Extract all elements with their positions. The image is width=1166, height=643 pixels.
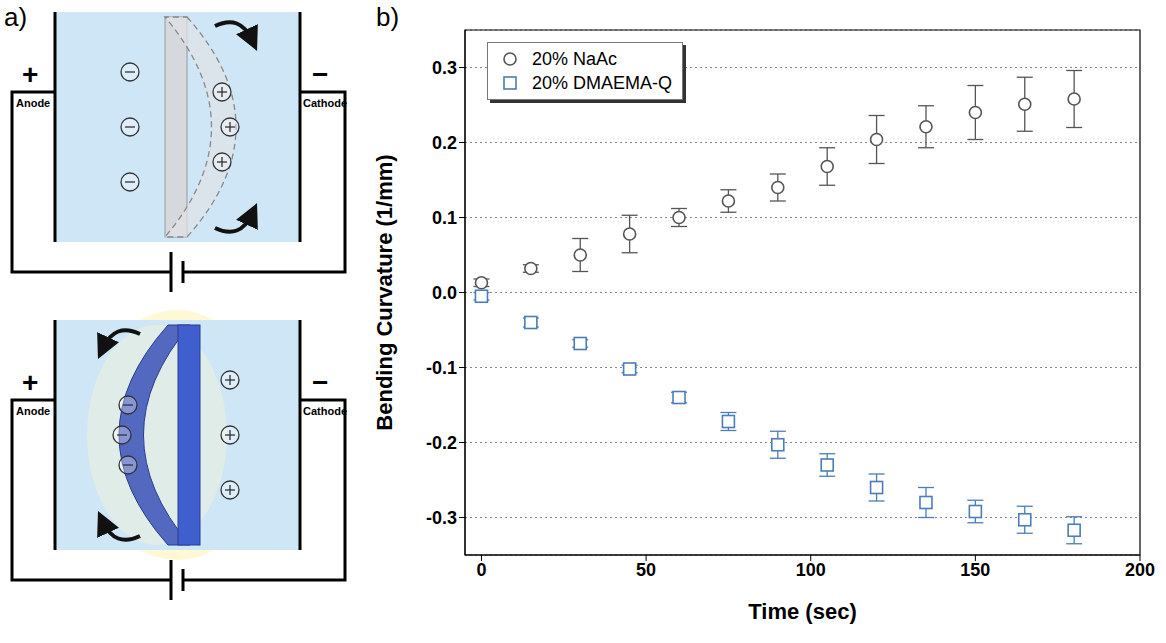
svg-text:150: 150: [960, 560, 990, 580]
svg-text:0.1: 0.1: [432, 208, 457, 228]
svg-text:−: −: [312, 59, 328, 90]
svg-text:200: 200: [1125, 560, 1155, 580]
svg-text:Cathode: Cathode: [303, 97, 347, 109]
svg-text:100: 100: [796, 560, 826, 580]
svg-text:+: +: [22, 367, 38, 398]
svg-text:−: −: [312, 367, 328, 398]
svg-text:0.2: 0.2: [432, 133, 457, 153]
svg-text:0.3: 0.3: [432, 58, 457, 78]
html-text:20% NaAc: 20% NaAc: [532, 48, 617, 69]
html-text:b): b): [376, 2, 400, 32]
svg-text:Anode: Anode: [16, 405, 50, 417]
svg-text:-0.1: -0.1: [426, 358, 457, 378]
svg-text:-0.3: -0.3: [426, 508, 457, 528]
svg-text:0.0: 0.0: [432, 283, 457, 303]
svg-text:Cathode: Cathode: [303, 405, 347, 417]
svg-text:-0.2: -0.2: [426, 433, 457, 453]
svg-text:+: +: [22, 59, 38, 90]
svg-text:0: 0: [476, 560, 486, 580]
svg-text:a): a): [4, 2, 27, 32]
html-text:20% DMAEMA-Q: 20% DMAEMA-Q: [532, 72, 672, 93]
svg-text:Time (sec): Time (sec): [748, 599, 856, 624]
svg-text:Anode: Anode: [16, 97, 50, 109]
svg-text:50: 50: [636, 560, 656, 580]
svg-text:Bending Curvature (1/mm): Bending Curvature (1/mm): [372, 154, 397, 430]
